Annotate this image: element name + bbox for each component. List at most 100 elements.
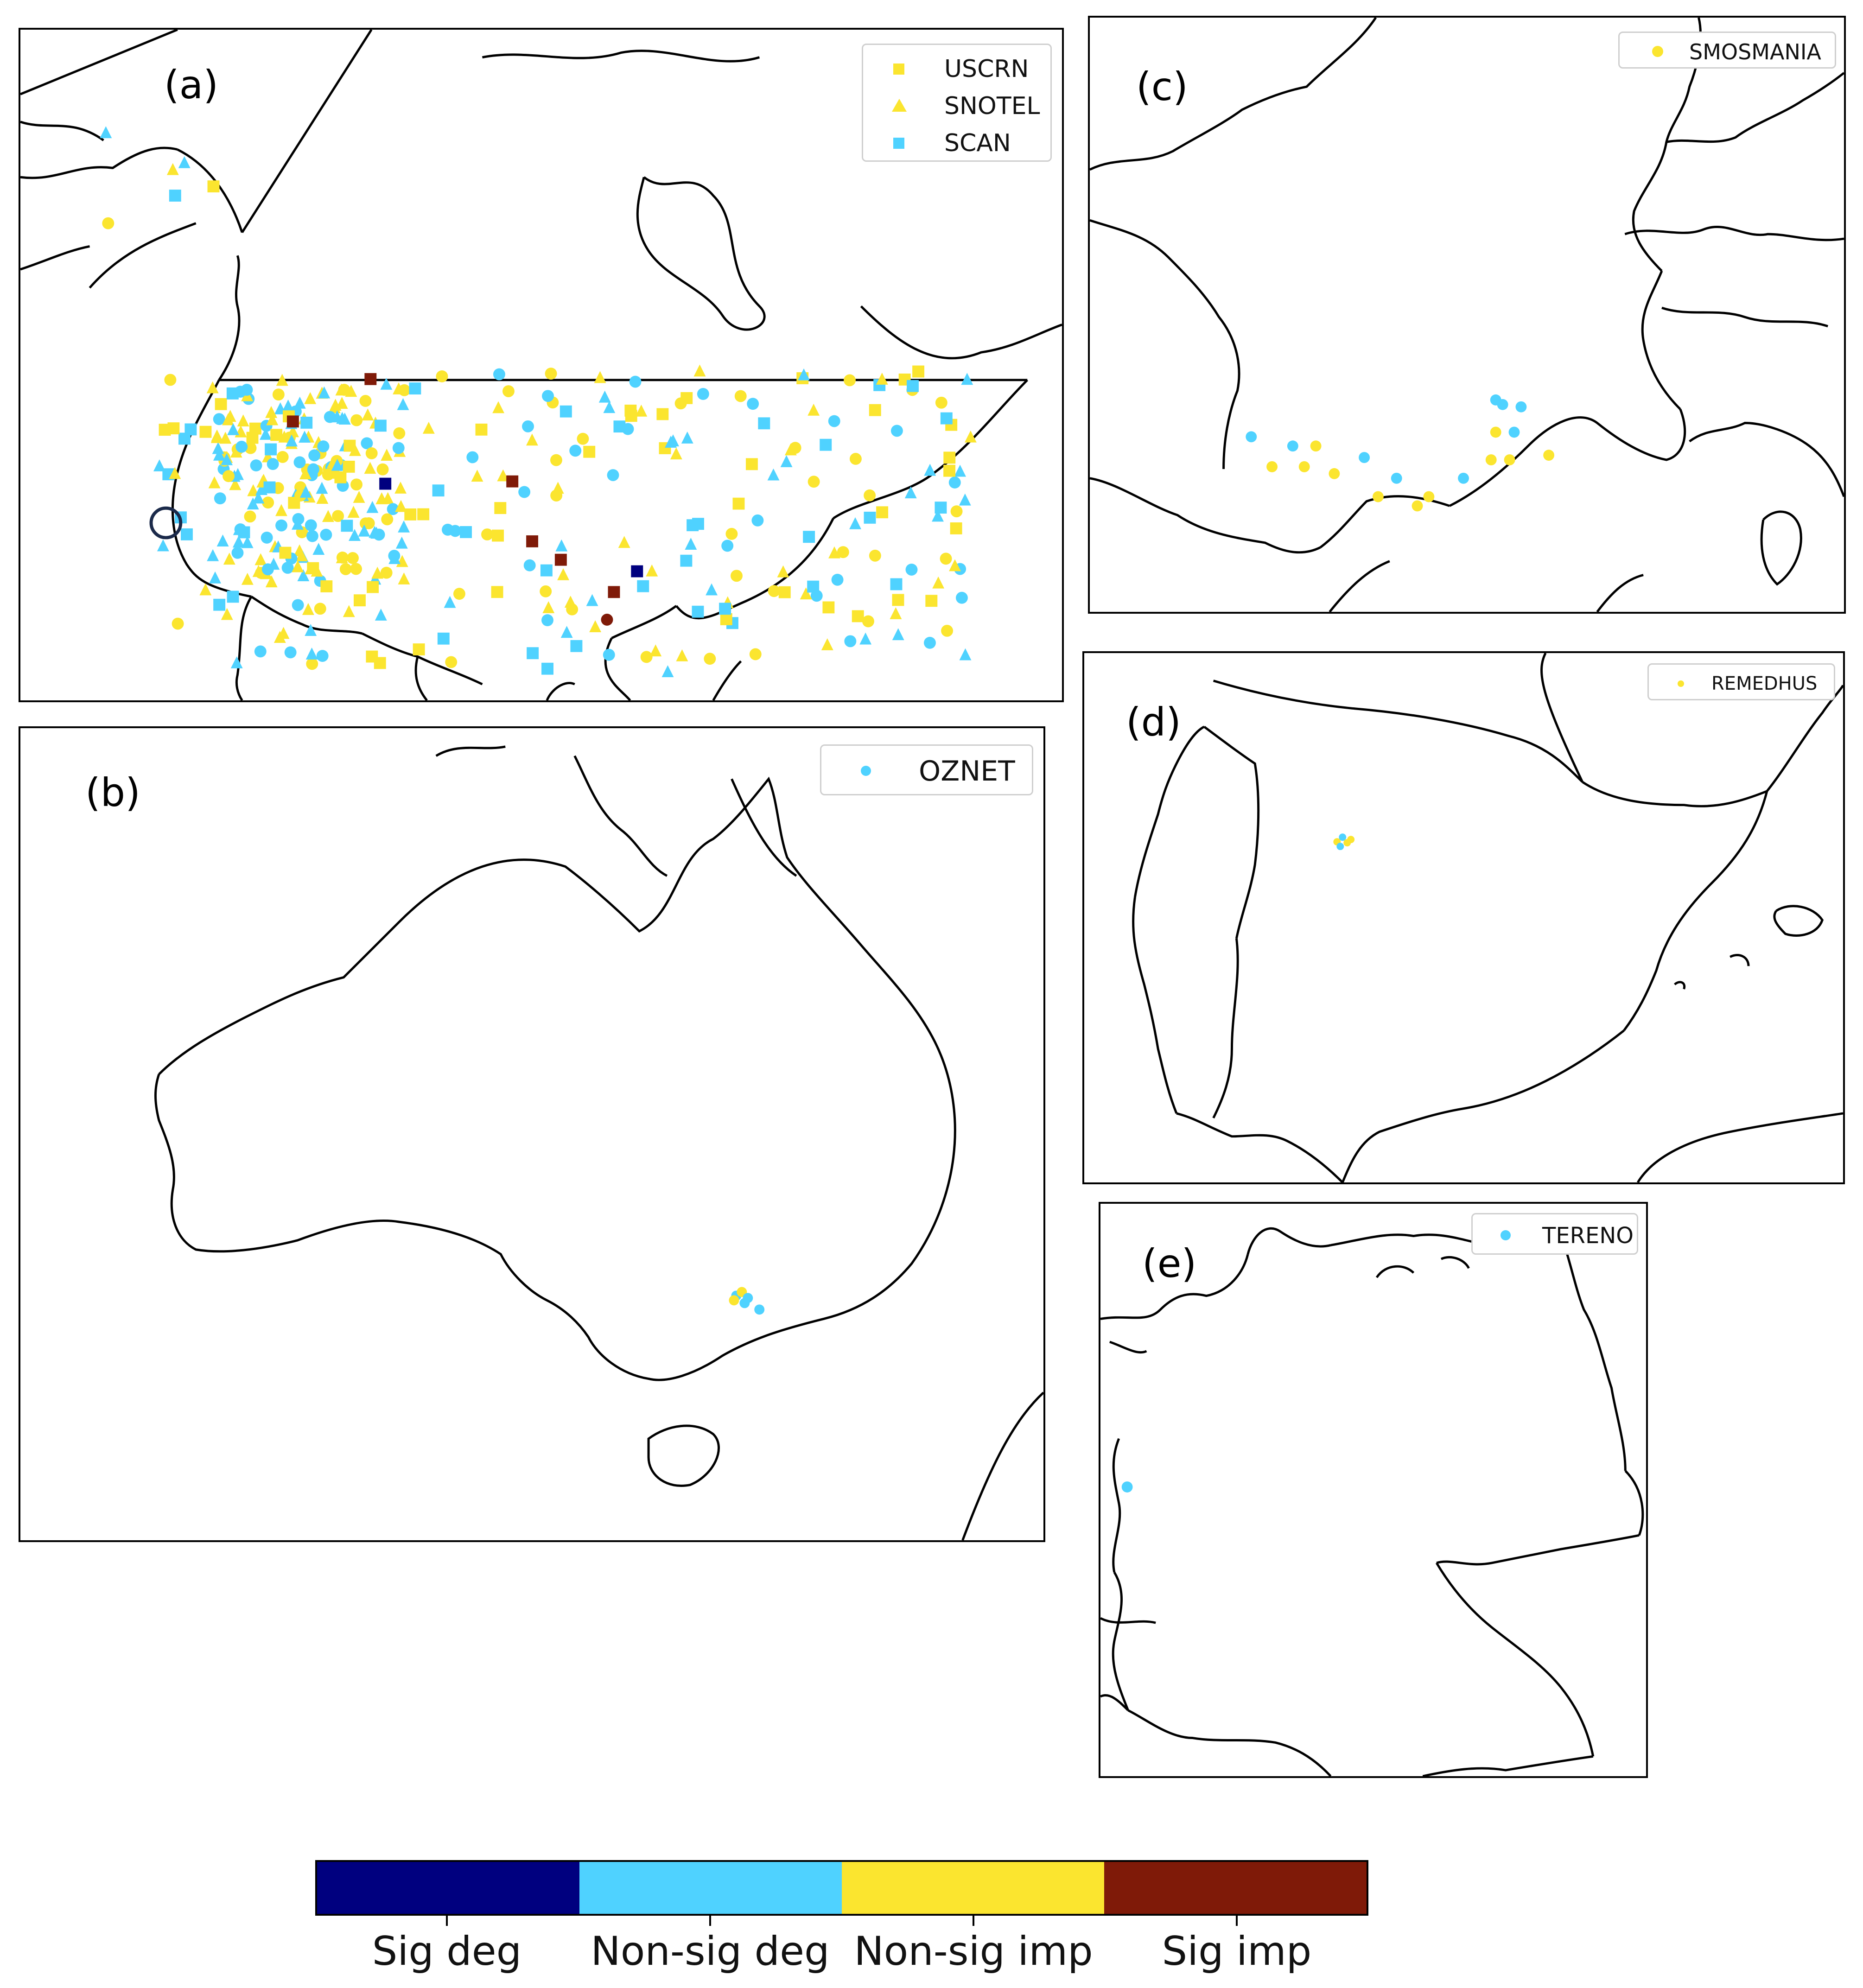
stations-layer-e	[1121, 1223, 1503, 1493]
station-marker	[312, 543, 325, 555]
station-marker	[350, 414, 363, 426]
station-marker	[254, 553, 267, 565]
station-marker	[297, 569, 310, 581]
station-marker	[876, 372, 888, 385]
station-marker	[821, 638, 833, 650]
stations-layer-b	[729, 1287, 765, 1315]
station-marker	[436, 370, 448, 382]
legend-label-snotel: SNOTEL	[944, 92, 1040, 120]
legend-c: SMOSMANIA	[1618, 32, 1836, 69]
station-marker	[417, 508, 430, 521]
station-marker	[398, 572, 410, 584]
station-marker	[100, 126, 112, 139]
legend-label-uscrn: USCRN	[944, 55, 1029, 83]
station-marker	[343, 439, 356, 452]
station-marker	[964, 430, 977, 443]
station-marker	[305, 562, 317, 574]
station-marker	[449, 525, 461, 537]
station-marker	[281, 562, 294, 574]
station-marker	[244, 442, 257, 454]
station-marker	[680, 554, 693, 567]
station-marker	[397, 398, 409, 410]
station-marker	[209, 571, 222, 584]
station-marker	[1391, 472, 1402, 484]
station-marker	[1423, 491, 1435, 502]
station-marker	[266, 413, 279, 426]
station-marker	[905, 563, 918, 576]
station-marker	[207, 180, 220, 193]
station-marker	[466, 451, 479, 464]
station-marker	[212, 442, 224, 454]
station-marker	[822, 601, 835, 614]
station-marker	[560, 405, 572, 418]
legend-square-icon	[893, 64, 904, 75]
station-marker	[950, 505, 963, 518]
station-marker	[299, 485, 312, 498]
station-marker	[318, 386, 331, 399]
station-marker	[622, 423, 634, 435]
station-marker	[955, 591, 968, 604]
station-marker	[222, 413, 234, 426]
station-marker	[594, 371, 606, 383]
colorbar-segment-sig-imp	[1104, 1862, 1367, 1914]
station-marker	[213, 448, 225, 461]
station-marker	[172, 617, 184, 630]
station-marker	[221, 453, 233, 465]
station-marker	[601, 614, 613, 626]
station-marker	[349, 529, 361, 541]
station-marker	[279, 546, 292, 559]
station-marker	[767, 468, 780, 481]
station-marker	[395, 536, 408, 549]
station-marker	[227, 591, 239, 603]
station-marker	[890, 425, 903, 437]
station-marker	[646, 564, 658, 577]
station-marker	[734, 390, 747, 402]
station-marker	[331, 410, 343, 423]
station-marker	[598, 390, 611, 403]
legend-circle-icon	[1678, 680, 1684, 687]
station-marker	[304, 392, 317, 404]
station-marker	[1121, 1481, 1133, 1493]
colorbar-label-sig-deg: Sig deg	[372, 1928, 522, 1975]
station-marker	[181, 528, 193, 540]
station-marker	[223, 470, 235, 483]
station-marker	[603, 401, 616, 413]
station-marker	[844, 374, 856, 387]
station-marker	[213, 598, 226, 611]
station-marker	[640, 651, 653, 663]
station-marker	[680, 392, 693, 404]
iberia-basemap	[1132, 653, 1843, 1182]
australia-basemap	[154, 745, 1043, 1540]
station-marker	[706, 583, 718, 596]
legend-a: USCRN SNOTEL SCAN	[862, 44, 1052, 162]
station-marker	[959, 648, 972, 661]
station-marker	[275, 519, 287, 532]
colorbar-label-sig-imp: Sig imp	[1162, 1928, 1312, 1975]
station-marker	[331, 458, 343, 471]
station-marker	[227, 423, 239, 435]
colorbar	[315, 1860, 1368, 1916]
station-marker	[362, 408, 374, 421]
legend-b: OZNET	[820, 744, 1033, 795]
station-marker	[273, 631, 286, 643]
station-marker	[656, 408, 669, 420]
colorbar-segment-nonsig-deg	[579, 1862, 842, 1914]
station-marker	[935, 502, 947, 514]
station-marker	[210, 431, 223, 443]
panel-label-e: (e)	[1142, 1241, 1197, 1286]
map-panel-germany: (e) TERENO	[1099, 1202, 1648, 1778]
station-marker	[1508, 426, 1520, 438]
station-marker	[1310, 440, 1322, 452]
colorbar-segment-nonsig-imp	[842, 1862, 1104, 1914]
station-marker	[247, 484, 260, 496]
station-marker	[1266, 461, 1278, 472]
station-marker	[265, 575, 278, 588]
station-marker	[542, 601, 555, 613]
station-marker	[637, 580, 649, 592]
station-marker	[820, 438, 832, 451]
station-marker	[864, 489, 876, 502]
stations-layer-d	[1333, 833, 1355, 851]
station-marker	[932, 509, 944, 522]
station-marker	[306, 658, 318, 670]
station-marker	[720, 613, 732, 625]
